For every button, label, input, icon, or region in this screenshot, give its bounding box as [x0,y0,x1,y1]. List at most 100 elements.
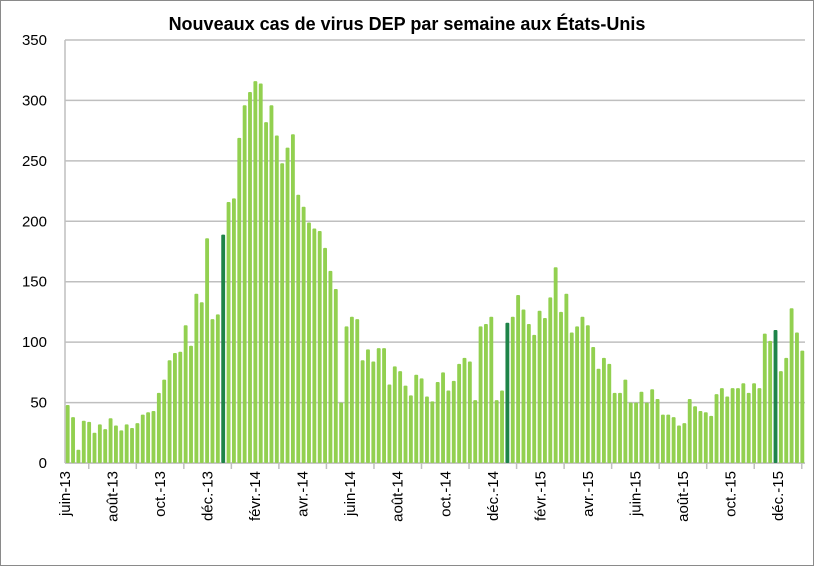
bar [71,417,75,463]
bar [419,378,424,463]
bar [403,385,408,463]
bar [162,379,167,463]
bar [655,398,660,463]
x-tick-label: févr.-14 [247,471,264,521]
bar [264,122,269,463]
bar [623,379,628,463]
bar [366,349,370,463]
bar [789,308,794,463]
bar [800,350,805,463]
bar [489,316,494,463]
bar [484,324,488,463]
bar [231,198,236,463]
bar [130,427,134,463]
x-tick-label: déc.-14 [485,471,502,521]
bar [467,361,472,463]
bar [285,147,290,463]
bar [698,411,703,463]
bar [135,423,140,463]
bar [677,425,681,463]
bar [628,402,633,463]
bar [644,402,649,463]
bar [746,392,751,463]
bar [301,206,306,464]
bar [435,382,440,463]
bar [526,324,531,463]
bar [323,247,328,463]
bar [473,400,478,463]
y-tick-label: 100 [22,334,47,351]
bar [660,414,665,463]
bar [762,333,767,463]
x-tick-label: juin-15 [627,471,644,517]
bar-highlight [773,330,778,463]
bar [580,316,585,463]
bar [618,392,622,463]
bar [666,414,671,463]
bar [693,406,698,463]
bar [140,414,145,463]
y-tick-label: 350 [22,32,47,49]
bar [124,424,129,463]
bar [258,83,263,463]
bar [280,163,285,463]
bar [478,326,483,463]
bar [719,388,724,463]
bar [328,270,333,463]
bar [714,394,719,463]
bar [108,418,113,463]
bar [757,388,762,463]
bar [392,366,397,463]
bar [210,319,215,463]
bar [333,288,338,463]
bar [591,346,596,463]
bar [601,357,606,463]
bar [703,412,708,463]
bar [569,332,574,463]
bar [382,348,386,463]
x-tick-label: juin-14 [342,471,359,517]
bar [414,374,419,463]
bar [607,363,612,463]
bar [355,319,360,463]
bar [510,316,515,463]
bar [548,297,553,463]
bar [371,361,376,463]
bar [709,415,714,463]
bar [682,423,687,463]
bar [226,201,231,463]
bar [237,137,242,463]
x-tick-label: août-13 [105,471,122,522]
bar [585,325,590,463]
bar [650,389,655,463]
bar [317,230,322,463]
bar [542,317,547,463]
bar [446,390,451,463]
bar [559,311,563,463]
x-tick-label: août-14 [390,471,407,522]
bar [183,325,188,463]
bar [349,316,354,463]
bar [119,430,124,463]
x-tick-label: déc.-15 [770,471,787,521]
bar [532,334,537,463]
bar [537,310,542,463]
y-tick-label: 50 [30,395,47,412]
bar [194,293,199,463]
bar [500,390,504,463]
bar [312,228,317,463]
bar [87,421,92,463]
bar [575,326,580,463]
bar [639,391,644,463]
x-tick-label: oct.-14 [437,471,454,517]
bar [97,424,102,463]
bar [274,135,279,463]
x-tick-label: août-15 [675,471,692,522]
y-tick-label: 200 [22,213,47,230]
bar [156,392,161,463]
bar [671,417,676,463]
bar [114,425,118,463]
chart-title: Nouveaux cas de virus DEP par semaine au… [168,14,646,34]
bar [494,400,499,463]
